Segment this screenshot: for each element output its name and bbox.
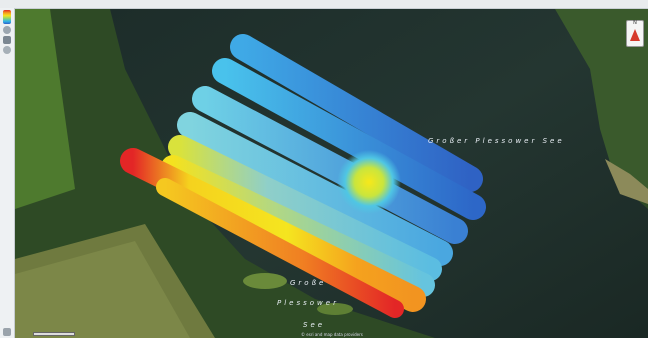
field-area [15,241,190,338]
survey-heatmap [120,34,486,318]
map-canvas[interactable]: Großer Plessower See Große Plessower See… [15,9,648,338]
hotspot [337,150,401,214]
lake-label-bottom-3: See [303,321,326,329]
north-label: N [633,20,637,26]
color-scale-legend[interactable] [3,10,11,24]
left-toolbar [0,8,15,338]
settings-icon[interactable] [3,46,11,54]
north-arrow-icon [630,29,640,41]
top-toolbar [0,0,648,9]
reed-patch [317,303,353,315]
forest-area [555,9,648,199]
lake-label-bottom-1: Große [290,279,327,287]
eye-icon[interactable] [3,36,11,44]
compass-widget[interactable]: N [626,20,644,47]
lake-label: Großer Plessower See [428,137,565,145]
info-icon[interactable] [3,328,11,336]
shore-area [605,159,648,204]
map-svg[interactable] [15,9,648,338]
scale-bar [33,332,75,336]
map-attribution: © esri and map data providers [301,332,363,337]
lake-label-bottom-2: Plessower [277,299,339,307]
reed-patch [243,273,287,289]
meadow-area [15,9,75,209]
layers-icon[interactable] [3,26,11,34]
